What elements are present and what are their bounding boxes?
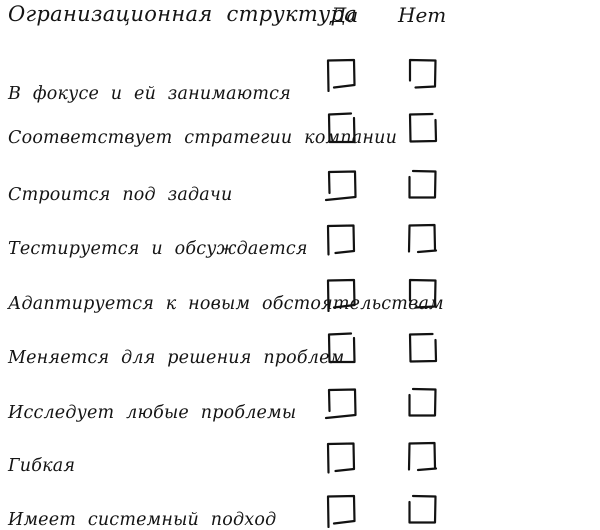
checkbox-no[interactable] [404,221,440,257]
row-label: Адаптируется к новым обстоятельствам [8,294,444,314]
checklist-row: Адаптируется к новым обстоятельствам [0,276,600,316]
checkbox-square-icon [324,388,357,420]
checkbox-square-icon [326,58,356,92]
checkbox-square-icon [408,112,438,143]
checkbox-no[interactable] [404,385,440,421]
checklist-row: Меняется для решения проблем [0,330,600,370]
checkbox-no[interactable] [404,276,440,312]
checklist-row: Имеет системный подход [0,492,600,530]
checkbox-yes[interactable] [323,167,359,203]
row-label: Исследует любые проблемы [8,403,297,423]
checkbox-square-icon [407,441,438,472]
checklist-row: В фокусе и ей занимаются [0,56,600,104]
row-label: В фокусе и ей занимаются [8,84,291,104]
checklist-row: Строится под задачи [0,167,600,207]
checkbox-no[interactable] [404,110,440,146]
checkbox-square-icon [408,494,437,524]
checkbox-square-icon [408,169,437,199]
checkbox-no[interactable] [404,56,440,92]
checkbox-yes[interactable] [323,56,359,92]
checkbox-yes[interactable] [323,330,359,366]
column-header-yes: Да [330,3,359,27]
checkbox-no[interactable] [404,167,440,203]
checkbox-square-icon [327,112,356,144]
checkbox-yes[interactable] [323,385,359,421]
row-label: Меняется для решения проблем [8,348,345,368]
checkbox-square-icon [408,58,437,89]
checkbox-no[interactable] [404,439,440,475]
row-label: Тестируется и обсуждается [8,239,308,259]
checklist-row: Тестируется и обсуждается [0,221,600,261]
checkbox-square-icon [326,224,356,256]
row-label: Соответствует стратегии компании [8,128,398,148]
checklist-row: Соответствует стратегии компании [0,110,600,150]
checkbox-square-icon [327,332,356,364]
checkbox-square-icon [326,494,356,528]
checkbox-square-icon [408,387,437,417]
checklist-row: Исследует любые проблемы [0,385,600,425]
column-header-no: Нет [398,3,447,27]
checkbox-square-icon [408,332,438,363]
checklist-row: Гибкая [0,439,600,479]
page-title: Огранизационная структура [8,2,358,26]
row-label: Гибкая [8,456,76,476]
checkbox-yes[interactable] [323,221,359,257]
checkbox-square-icon [326,278,356,312]
checkbox-square-icon [407,223,438,254]
checkbox-yes[interactable] [323,110,359,146]
row-label: Имеет системный подход [8,510,277,530]
checkbox-yes[interactable] [323,276,359,312]
checkbox-yes[interactable] [323,492,359,528]
checkbox-yes[interactable] [323,439,359,475]
checkbox-square-icon [324,170,357,202]
checkbox-no[interactable] [404,330,440,366]
checkbox-square-icon [408,278,437,309]
checkbox-square-icon [326,442,356,474]
row-label: Строится под задачи [8,185,233,205]
checkbox-no[interactable] [404,492,440,528]
